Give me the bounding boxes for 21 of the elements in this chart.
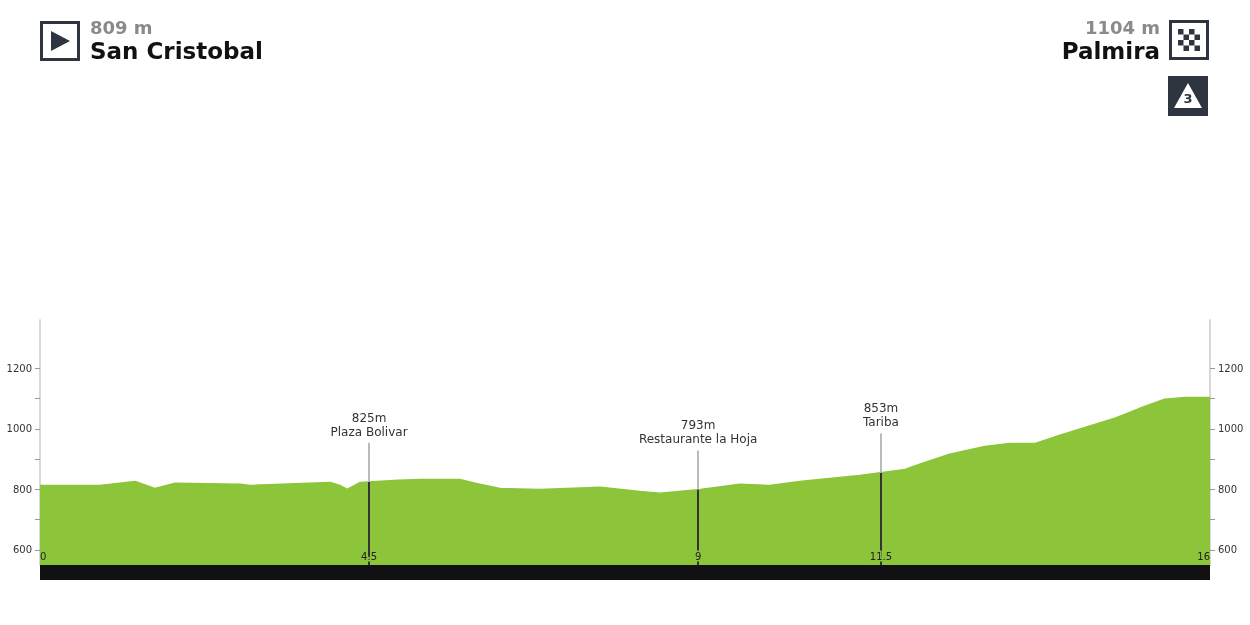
- annotation: 853m: [863, 401, 899, 416]
- ref-line-label: Plaza Bolivar: [330, 424, 408, 439]
- y-tick-label: 1000: [6, 423, 32, 435]
- text: 809 m: [90, 17, 154, 38]
- ref-line-label: Tariba: [861, 415, 899, 430]
- x-tick-label: 0: [40, 550, 47, 562]
- y2-tick-label: 1000: [1218, 423, 1244, 435]
- y2-tick-label: 600: [1218, 544, 1238, 556]
- y2-tick-label: 800: [1218, 483, 1238, 495]
- annotation: 825m: [351, 410, 387, 425]
- y-tick-label: 600: [12, 544, 32, 556]
- triangle-badge: 3: [1168, 76, 1208, 116]
- text: 1104 m: [1083, 17, 1160, 38]
- x-tick-label: 16: [1197, 550, 1210, 562]
- text: Palmira: [1061, 38, 1160, 64]
- annotation: 793m: [680, 418, 716, 433]
- y-tick-label: 800: [12, 483, 32, 495]
- y-tick-label: 1200: [6, 362, 32, 374]
- ref-line-label: Restaurante la Hoja: [638, 432, 758, 447]
- text: San Cristobal: [90, 38, 263, 64]
- y2-tick-label: 1200: [1218, 362, 1244, 374]
